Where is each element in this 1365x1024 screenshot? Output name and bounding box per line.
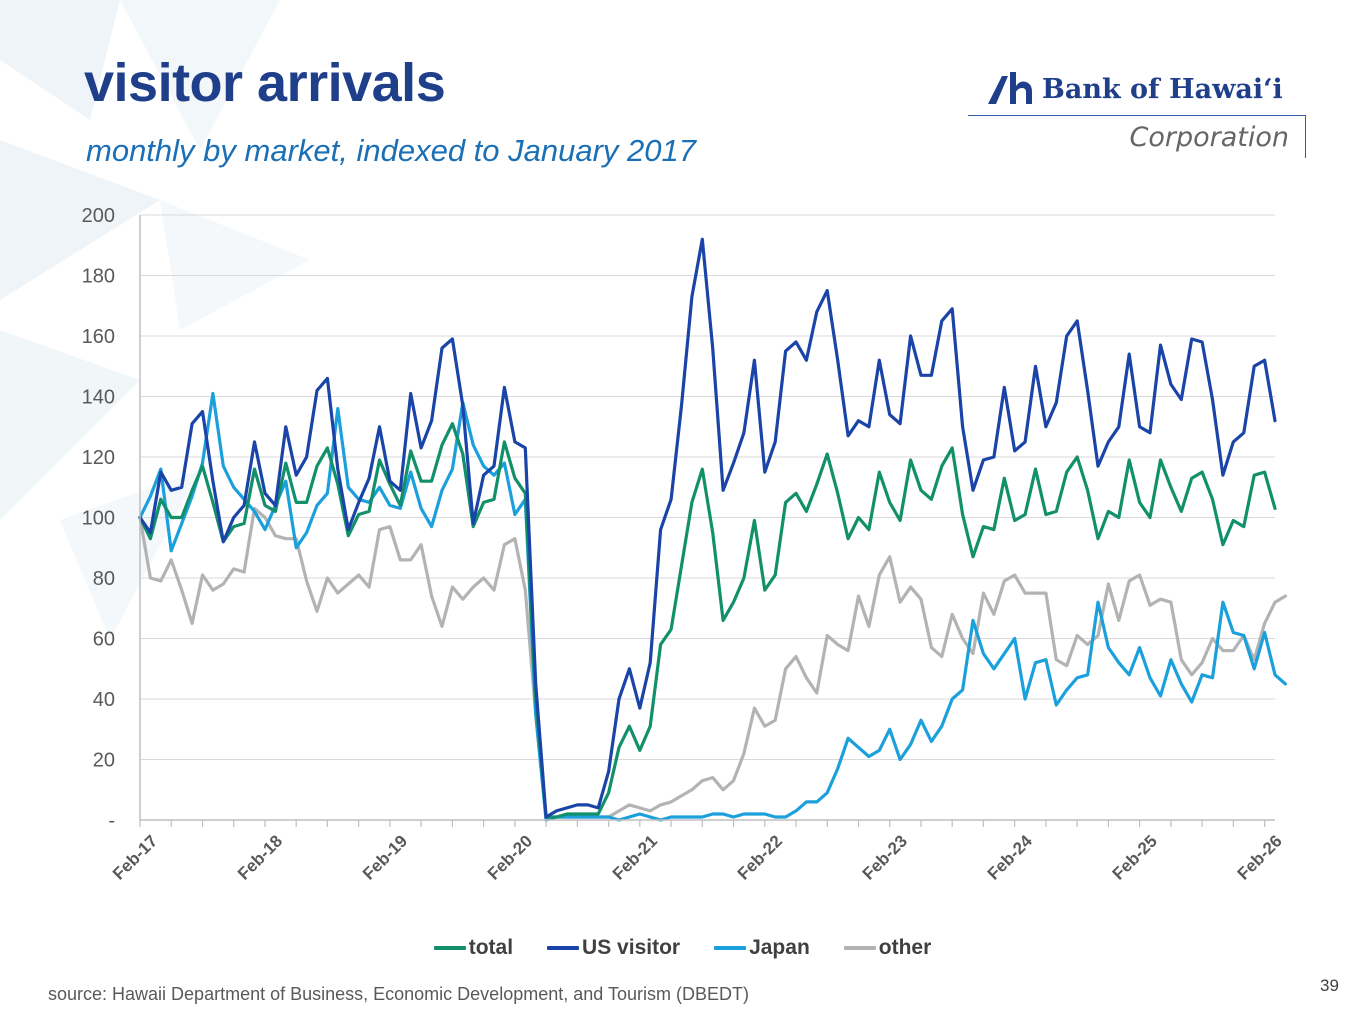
y-tick-label: 120: [82, 447, 115, 469]
series-lines: [138, 237, 1287, 822]
x-tick-label: Feb-18: [234, 831, 286, 883]
x-tick-label: Feb-23: [859, 831, 911, 883]
bank-logo-division: Corporation: [1129, 122, 1290, 153]
legend-label-total: total: [468, 936, 514, 959]
y-tick-label: 20: [93, 750, 115, 772]
logo-divider-vertical: [1305, 115, 1306, 158]
series-line-other: [138, 506, 1287, 822]
x-tick-label: Feb-22: [734, 831, 786, 883]
legend-item-us-visitor: US visitor: [547, 936, 680, 960]
slide-subtitle: monthly by market, indexed to January 20…: [86, 133, 697, 168]
x-tick-label: Feb-21: [609, 831, 661, 883]
series-line-us-visitor: [138, 237, 1277, 819]
legend-swatch-total: [433, 946, 466, 950]
y-tick-label: 180: [82, 266, 115, 288]
y-axis: - 20 40 60 80 100 120 140 160 180 200: [82, 205, 115, 832]
x-tick-label: Feb-17: [109, 831, 161, 883]
page-number: 39: [1320, 976, 1339, 995]
y-tick-label: -: [108, 810, 115, 832]
visitor-arrivals-chart: - 20 40 60 80 100 120 140 160 180 200 Feb-17 Feb-18…: [82, 205, 1287, 884]
legend-item-other: other: [843, 936, 932, 960]
y-tick-label: 60: [93, 629, 115, 651]
legend-item-japan: Japan: [714, 936, 810, 960]
bank-logo: Bank of Hawaiʻi Corporation: [968, 60, 1313, 160]
y-tick-label: 160: [82, 326, 115, 348]
x-tick-label: Feb-24: [984, 831, 1037, 884]
x-tick-label: Feb-20: [484, 831, 536, 883]
legend-item-total: total: [433, 936, 514, 960]
chart-legend: total US visitor Japan other: [0, 936, 1365, 960]
x-tick-label: Feb-26: [1234, 831, 1286, 883]
legend-label-japan: Japan: [749, 936, 810, 959]
legend-swatch-japan: [714, 946, 747, 950]
x-tick-label: Feb-19: [359, 831, 411, 883]
y-tick-label: 80: [93, 568, 115, 590]
gridlines: [140, 214, 1275, 760]
series-line-total: [138, 422, 1277, 819]
source-note: source: Hawaii Department of Business, E…: [48, 984, 749, 1004]
x-tick-label: Feb-25: [1109, 831, 1161, 883]
y-tick-label: 40: [93, 689, 115, 711]
legend-label-other: other: [878, 936, 932, 959]
bank-logo-mark-icon: [988, 72, 1032, 104]
legend-label-us-visitor: US visitor: [582, 936, 681, 959]
y-tick-label: 200: [82, 205, 115, 227]
y-tick-label: 100: [82, 508, 115, 530]
slide-title: visitor arrivals: [84, 53, 446, 113]
legend-swatch-us-visitor: [547, 946, 580, 950]
logo-divider: [968, 115, 1306, 116]
bank-logo-name: Bank of Hawaiʻi: [1042, 74, 1283, 105]
y-tick-label: 140: [82, 387, 115, 409]
legend-swatch-other: [843, 946, 876, 950]
